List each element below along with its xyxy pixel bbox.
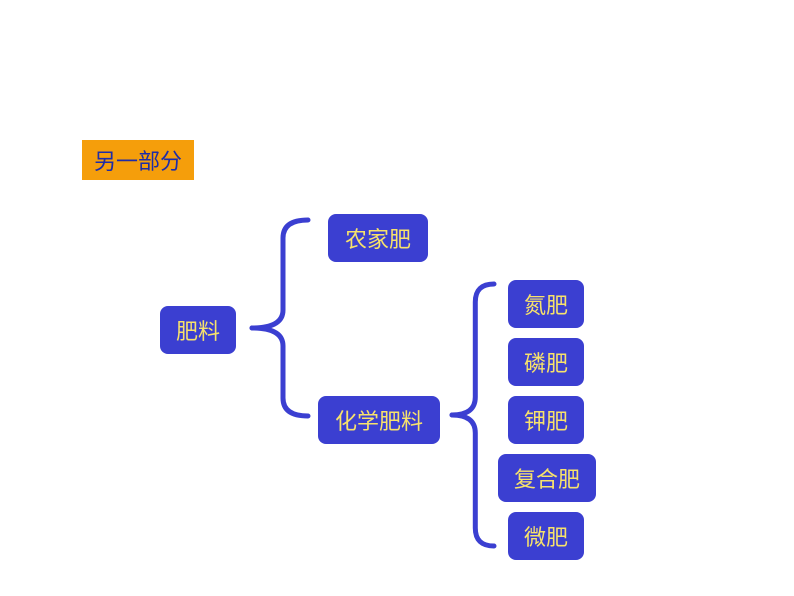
node-comp: 复合肥 bbox=[498, 454, 596, 502]
brace2 bbox=[450, 282, 496, 548]
brace1 bbox=[250, 218, 310, 418]
node-root: 肥料 bbox=[160, 306, 236, 354]
node-chem: 化学肥料 bbox=[318, 396, 440, 444]
node-p: 磷肥 bbox=[508, 338, 584, 386]
section-title: 另一部分 bbox=[82, 140, 194, 180]
node-n: 氮肥 bbox=[508, 280, 584, 328]
node-k: 钾肥 bbox=[508, 396, 584, 444]
node-farm: 农家肥 bbox=[328, 214, 428, 262]
node-micro: 微肥 bbox=[508, 512, 584, 560]
